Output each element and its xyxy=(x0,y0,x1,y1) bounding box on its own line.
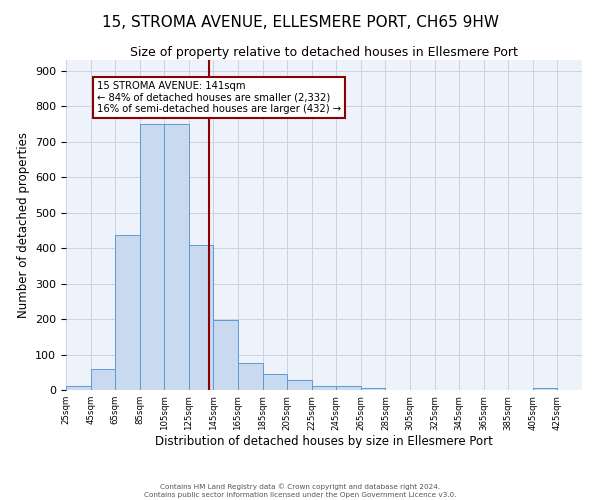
Bar xyxy=(238,362,263,390)
Text: 15 STROMA AVENUE: 141sqm
← 84% of detached houses are smaller (2,332)
16% of sem: 15 STROMA AVENUE: 141sqm ← 84% of detach… xyxy=(97,82,341,114)
Bar xyxy=(66,386,91,390)
Title: Size of property relative to detached houses in Ellesmere Port: Size of property relative to detached ho… xyxy=(130,46,518,59)
Text: Contains HM Land Registry data © Crown copyright and database right 2024.
Contai: Contains HM Land Registry data © Crown c… xyxy=(144,484,456,498)
Bar xyxy=(189,244,214,390)
X-axis label: Distribution of detached houses by size in Ellesmere Port: Distribution of detached houses by size … xyxy=(155,436,493,448)
Bar xyxy=(91,370,115,390)
Bar xyxy=(263,374,287,390)
Bar xyxy=(214,320,238,390)
Bar xyxy=(312,386,336,390)
Y-axis label: Number of detached properties: Number of detached properties xyxy=(17,132,29,318)
Bar xyxy=(140,124,164,390)
Bar xyxy=(361,388,385,390)
Bar xyxy=(164,124,189,390)
Text: 15, STROMA AVENUE, ELLESMERE PORT, CH65 9HW: 15, STROMA AVENUE, ELLESMERE PORT, CH65 … xyxy=(101,15,499,30)
Bar xyxy=(115,234,140,390)
Bar xyxy=(336,386,361,390)
Bar xyxy=(533,388,557,390)
Bar xyxy=(287,380,312,390)
